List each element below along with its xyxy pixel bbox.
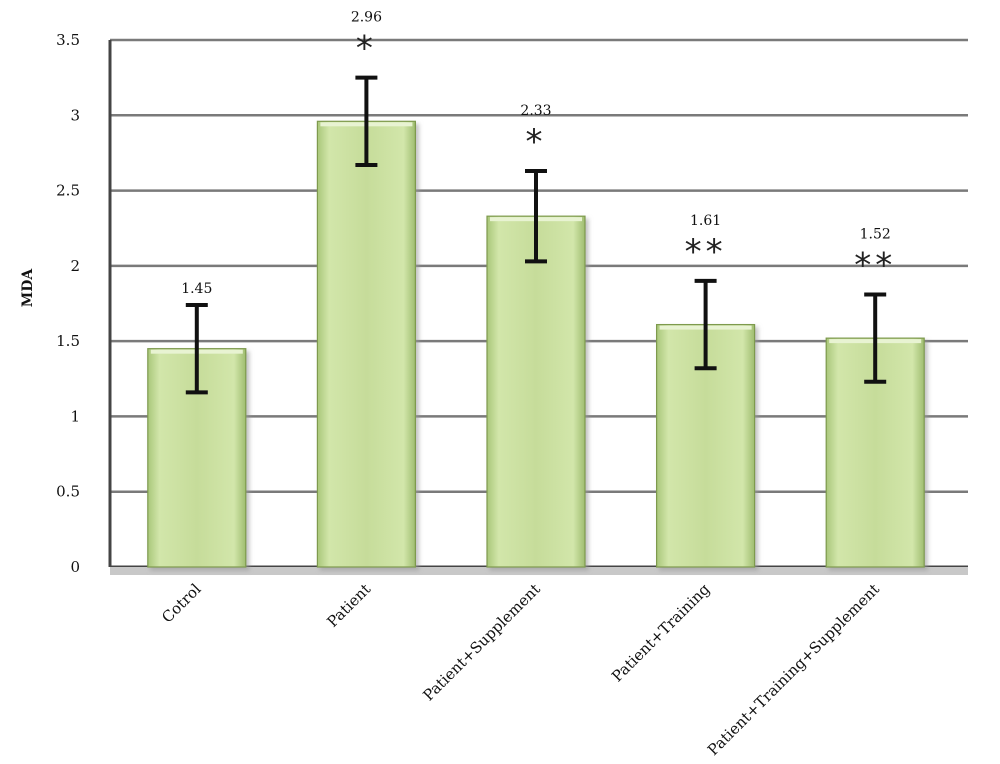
y-tick-label: 1 <box>70 407 80 425</box>
category-label: Cotrol <box>158 580 204 626</box>
y-axis-title: MDA <box>20 268 36 308</box>
y-tick-label: 1.5 <box>56 332 80 350</box>
y-tick-label: 3 <box>70 106 80 124</box>
value-label: 1.52 <box>860 226 891 242</box>
value-label: 2.33 <box>520 103 551 119</box>
y-tick-label: 2 <box>70 257 80 275</box>
x-axis-floor <box>110 567 968 575</box>
category-label: Patient <box>323 580 374 631</box>
value-label: 1.45 <box>181 281 212 297</box>
category-label: Patient+Training+Supplement <box>704 580 883 759</box>
significance-marker: * <box>526 122 547 162</box>
bar <box>486 215 586 568</box>
bar <box>316 120 416 568</box>
y-tick-label: 0 <box>70 558 80 576</box>
value-label: 1.61 <box>690 213 721 229</box>
category-label: Patient+Supplement <box>419 580 543 704</box>
category-label: Patient+Training <box>608 580 714 686</box>
y-tick-label: 2.5 <box>56 182 80 200</box>
significance-marker: ** <box>685 232 727 272</box>
y-tick-label: 0.5 <box>56 483 80 501</box>
value-label: 2.96 <box>351 10 382 26</box>
bar <box>147 348 247 568</box>
error-bars <box>185 75 887 395</box>
significance-marker: ** <box>854 245 896 285</box>
y-tick-label: 3.5 <box>56 31 80 49</box>
significance-marker: * <box>356 29 377 69</box>
